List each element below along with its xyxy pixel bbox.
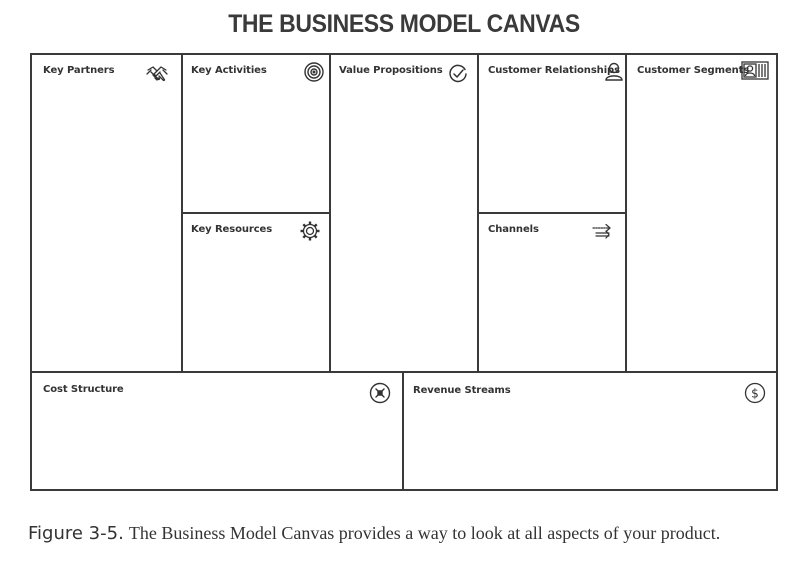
figure-caption: Figure 3-5. The Business Model Canvas pr…	[28, 523, 720, 544]
key-partners-block: Key Partners	[32, 55, 181, 371]
divider	[181, 212, 331, 214]
handshake-icon	[146, 64, 168, 86]
divider	[477, 212, 627, 214]
block-label: Key Activities	[191, 65, 267, 76]
gear-icon	[299, 220, 321, 242]
target-icon	[303, 61, 325, 83]
customer-relationships-block: Customer Relationships	[479, 55, 625, 212]
cost-tag-icon	[369, 382, 391, 404]
figure-number: Figure 3-5.	[28, 523, 124, 544]
arrows-icon	[591, 220, 613, 242]
page-title: THE BUSINESS MODEL CANVAS	[228, 10, 580, 38]
channels-block: Channels	[479, 214, 625, 371]
id-card-icon	[741, 59, 769, 81]
block-label: Key Resources	[191, 224, 273, 235]
business-model-canvas: Key Partners Key Activities	[30, 53, 778, 491]
block-label: Customer Relationships	[488, 65, 620, 76]
block-label: Cost Structure	[43, 384, 124, 395]
customer-segments-block: Customer Segments	[627, 55, 776, 371]
divider	[402, 371, 404, 489]
svg-text:$: $	[751, 387, 759, 401]
person-icon	[603, 61, 625, 83]
value-propositions-block: Value Propositions	[331, 55, 477, 371]
check-badge-icon	[447, 63, 469, 85]
block-label: Key Partners	[43, 65, 115, 76]
dollar-coin-icon: $	[744, 382, 766, 404]
block-label: Revenue Streams	[413, 385, 511, 396]
revenue-streams-block: Revenue Streams $	[404, 373, 776, 489]
key-resources-block: Key Resources	[183, 214, 329, 371]
key-activities-block: Key Activities	[183, 55, 329, 212]
block-label: Customer Segments	[637, 65, 750, 76]
caption-text: The Business Model Canvas provides a way…	[128, 523, 721, 543]
cost-structure-block: Cost Structure	[32, 373, 402, 489]
divider	[32, 371, 776, 373]
block-label: Value Propositions	[339, 65, 443, 76]
block-label: Channels	[488, 224, 539, 235]
